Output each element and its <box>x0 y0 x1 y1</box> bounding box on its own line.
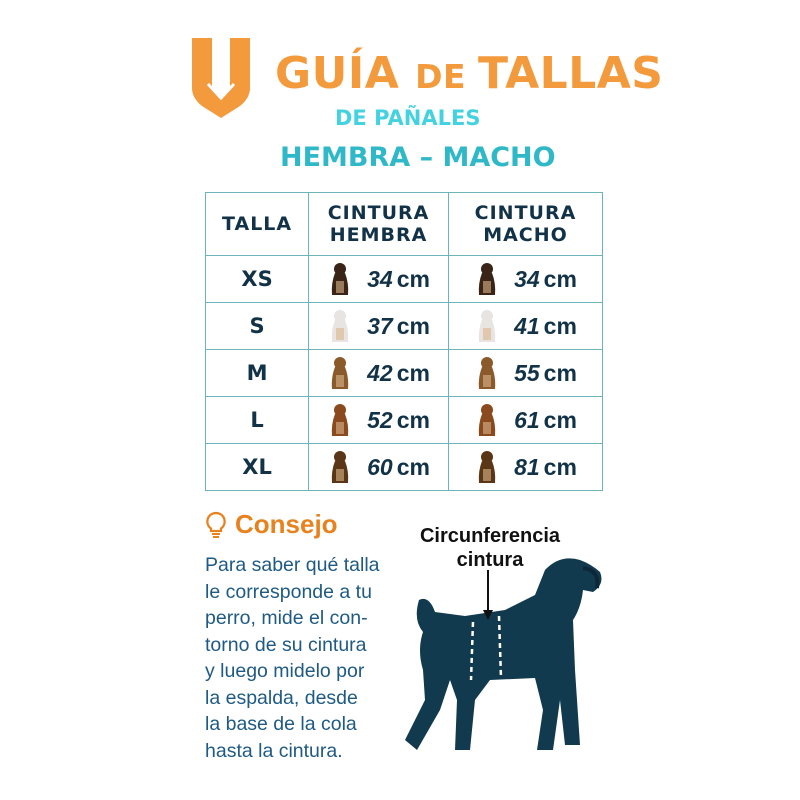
page-title: GUÍA DE TALLAS <box>275 48 664 99</box>
dog-chihuahua-icon <box>331 263 349 295</box>
tip-line: y luego midelo por <box>205 660 365 682</box>
male-waist-value: 41 <box>514 312 540 339</box>
header-cintura-hembra: CINTURA HEMBRA <box>308 192 449 256</box>
male-waist-value: 55 <box>514 359 540 386</box>
dog-german-shepherd-icon <box>331 451 349 483</box>
tip-line: perro, mide el con- <box>205 607 368 629</box>
header-talla: TALLA <box>204 192 310 256</box>
female-waist-value: 52 <box>367 406 393 433</box>
male-waist-cell: 81 cm <box>448 443 603 491</box>
tip-line: Para saber qué talla <box>205 554 380 576</box>
table-row: S 37 cm 41 cm <box>204 302 603 350</box>
tip-line: hasta la cintura. <box>205 739 343 762</box>
female-waist-value: 34 <box>367 265 393 292</box>
dog-german-shepherd-icon <box>478 451 496 483</box>
female-waist-cell: 34 cm <box>308 255 449 303</box>
size-table: TALLA CINTURA HEMBRA CINTURA MACHO XS 34 cm 3… <box>204 192 603 491</box>
female-waist-cell: 52 cm <box>308 396 449 444</box>
female-waist-value: 42 <box>367 359 393 386</box>
female-waist-value: 60 <box>367 453 393 480</box>
dog-maltese-icon <box>331 310 349 342</box>
table-row: XL 60 cm 81 cm <box>204 443 603 491</box>
dog-beagle-icon <box>331 357 349 389</box>
size-cell: XL <box>204 443 310 491</box>
table-header-row: TALLA CINTURA HEMBRA CINTURA MACHO <box>204 192 603 256</box>
male-waist-cell: 34 cm <box>448 255 603 303</box>
tip-line: la espalda, desde <box>205 686 358 709</box>
male-waist-cell: 41 cm <box>448 302 603 350</box>
female-waist-value: 37 <box>367 312 393 339</box>
dog-cocker-spaniel-icon <box>331 404 349 436</box>
dog-cocker-spaniel-icon <box>478 404 496 436</box>
header-cintura-macho: CINTURA MACHO <box>448 192 603 256</box>
male-waist-cell: 61 cm <box>448 396 603 444</box>
size-cell: M <box>204 349 310 397</box>
female-waist-cell: 60 cm <box>308 443 449 491</box>
male-waist-value: 81 <box>514 453 540 480</box>
male-waist-value: 61 <box>514 406 540 433</box>
table-row: L 52 cm 61 cm <box>204 396 603 444</box>
gender-heading: HEMBRA – MACHO <box>280 142 556 173</box>
tip-line: le corresponde a tu <box>205 580 372 603</box>
dog-beagle-icon <box>478 357 496 389</box>
male-waist-cell: 55 cm <box>448 349 603 397</box>
subtitle: DE PAÑALES <box>335 106 481 130</box>
dog-silhouette-diagram <box>405 558 602 750</box>
dog-chihuahua-icon <box>478 263 496 295</box>
female-waist-cell: 42 cm <box>308 349 449 397</box>
dog-silhouette <box>405 558 602 750</box>
size-cell: S <box>204 302 310 350</box>
dog-maltese-icon <box>478 310 496 342</box>
tip-line: torno de su cintura <box>205 633 367 656</box>
tip-title: Consejo <box>235 509 338 539</box>
tip-text: Para saber qué talla le corresponde a tu p… <box>205 552 405 764</box>
lightbulb-icon <box>206 511 226 538</box>
table-row: XS 34 cm 34 cm <box>204 255 603 303</box>
female-waist-cell: 37 cm <box>308 302 449 350</box>
logo-icon <box>192 38 250 118</box>
diagram-label: Circunferencia cintura <box>419 525 561 571</box>
tip-header: Consejo <box>205 509 338 540</box>
size-cell: L <box>204 396 310 444</box>
tip-line: la base de la cola <box>205 713 357 735</box>
male-waist-value: 34 <box>514 265 540 292</box>
table-row: M 42 cm 55 cm <box>204 349 603 397</box>
size-cell: XS <box>204 255 310 303</box>
